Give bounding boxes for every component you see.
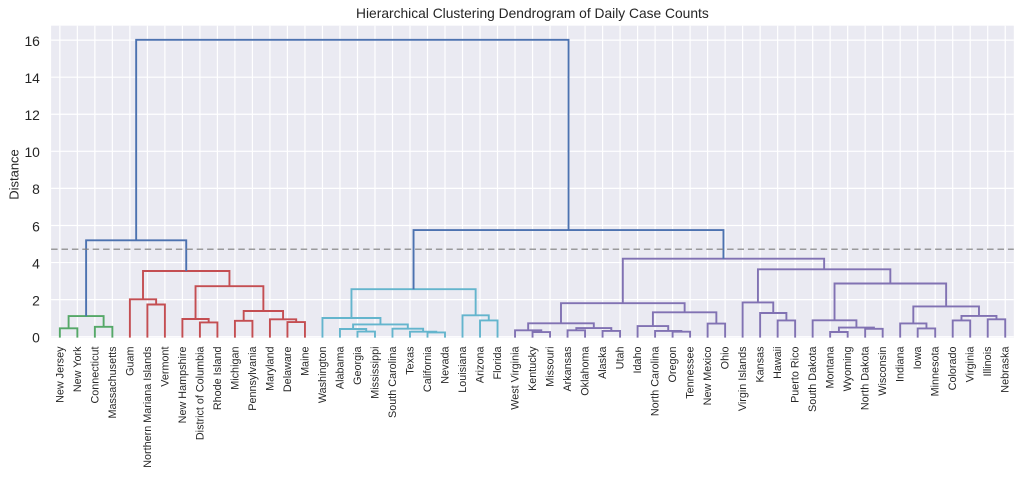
svg-text:Nevada: Nevada bbox=[440, 347, 452, 384]
svg-text:Puerto Rico: Puerto Rico bbox=[790, 347, 802, 403]
svg-text:Minnesota: Minnesota bbox=[930, 347, 942, 397]
svg-text:10: 10 bbox=[24, 144, 40, 160]
svg-text:12: 12 bbox=[24, 107, 40, 123]
svg-text:North Carolina: North Carolina bbox=[650, 347, 662, 417]
svg-text:Missouri: Missouri bbox=[545, 347, 557, 387]
svg-text:Texas: Texas bbox=[404, 346, 416, 375]
svg-text:New Jersey: New Jersey bbox=[54, 346, 66, 403]
svg-text:Hierarchical Clustering Dendro: Hierarchical Clustering Dendrogram of Da… bbox=[356, 6, 709, 21]
svg-text:Massachusetts: Massachusetts bbox=[107, 346, 119, 419]
svg-text:Alabama: Alabama bbox=[334, 347, 346, 390]
svg-text:Washington: Washington bbox=[317, 347, 329, 404]
svg-text:Kentucky: Kentucky bbox=[527, 346, 539, 391]
svg-text:Tennessee: Tennessee bbox=[685, 347, 697, 399]
svg-text:Rhode Island: Rhode Island bbox=[212, 347, 224, 411]
svg-text:2: 2 bbox=[32, 292, 40, 308]
svg-text:0: 0 bbox=[32, 330, 40, 346]
svg-text:California: California bbox=[422, 347, 434, 393]
svg-text:16: 16 bbox=[24, 33, 40, 49]
svg-text:Vermont: Vermont bbox=[159, 347, 171, 387]
svg-text:14: 14 bbox=[24, 70, 40, 86]
svg-text:Northern Mariana Islands: Northern Mariana Islands bbox=[142, 346, 154, 468]
svg-text:4: 4 bbox=[32, 255, 40, 271]
svg-text:Michigan: Michigan bbox=[229, 347, 241, 390]
svg-text:Georgia: Georgia bbox=[352, 347, 364, 385]
svg-text:South Dakota: South Dakota bbox=[807, 347, 819, 412]
svg-text:Wisconsin: Wisconsin bbox=[877, 347, 889, 396]
svg-text:District of Columbia: District of Columbia bbox=[194, 347, 206, 441]
svg-text:New Mexico: New Mexico bbox=[702, 347, 714, 406]
svg-text:Maine: Maine bbox=[299, 347, 311, 376]
svg-text:Maryland: Maryland bbox=[264, 347, 276, 391]
svg-text:6: 6 bbox=[32, 218, 40, 234]
svg-text:Iowa: Iowa bbox=[912, 347, 924, 370]
svg-text:Indiana: Indiana bbox=[895, 347, 907, 382]
svg-text:Connecticut: Connecticut bbox=[89, 347, 101, 404]
svg-text:Ohio: Ohio bbox=[720, 347, 732, 370]
svg-text:Pennsylvania: Pennsylvania bbox=[247, 347, 259, 411]
svg-text:Mississippi: Mississippi bbox=[369, 347, 381, 399]
svg-text:Idaho: Idaho bbox=[632, 347, 644, 374]
svg-text:New Hampshire: New Hampshire bbox=[177, 347, 189, 424]
svg-text:Hawaii: Hawaii bbox=[772, 347, 784, 379]
svg-text:New York: New York bbox=[72, 346, 84, 392]
svg-text:Delaware: Delaware bbox=[282, 347, 294, 393]
svg-text:Alaska: Alaska bbox=[597, 347, 609, 379]
svg-text:Arkansas: Arkansas bbox=[562, 346, 574, 392]
svg-text:Arizona: Arizona bbox=[475, 347, 487, 384]
svg-text:Florida: Florida bbox=[492, 347, 504, 380]
svg-text:Wyoming: Wyoming bbox=[842, 347, 854, 392]
svg-text:Oklahoma: Oklahoma bbox=[580, 347, 592, 396]
svg-text:Illinois: Illinois bbox=[982, 346, 994, 377]
svg-text:Louisiana: Louisiana bbox=[457, 347, 469, 393]
svg-text:Oregon: Oregon bbox=[667, 347, 679, 383]
svg-text:8: 8 bbox=[32, 181, 40, 197]
svg-text:West Virginia: West Virginia bbox=[510, 347, 522, 410]
svg-text:Utah: Utah bbox=[615, 347, 627, 370]
svg-text:Virginia: Virginia bbox=[965, 347, 977, 383]
svg-text:Montana: Montana bbox=[825, 347, 837, 389]
svg-text:Nebraska: Nebraska bbox=[1000, 347, 1012, 393]
svg-text:Distance: Distance bbox=[7, 149, 22, 200]
svg-text:Kansas: Kansas bbox=[755, 346, 767, 383]
svg-text:Guam: Guam bbox=[124, 346, 136, 375]
svg-text:South Carolina: South Carolina bbox=[387, 347, 399, 418]
svg-text:Colorado: Colorado bbox=[947, 347, 959, 391]
svg-text:North Dakota: North Dakota bbox=[860, 347, 872, 411]
svg-text:Virgin Islands: Virgin Islands bbox=[737, 346, 749, 411]
